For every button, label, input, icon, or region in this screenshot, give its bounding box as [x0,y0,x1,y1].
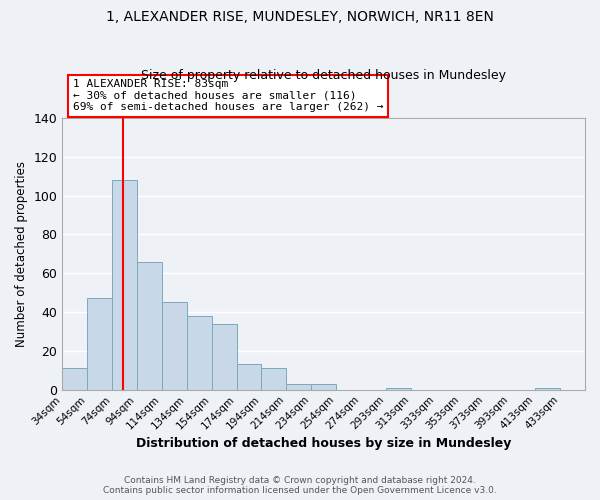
Bar [212,324,236,390]
Bar [162,302,187,390]
Bar [62,368,87,390]
X-axis label: Distribution of detached houses by size in Mundesley: Distribution of detached houses by size … [136,437,511,450]
Text: Contains HM Land Registry data © Crown copyright and database right 2024.
Contai: Contains HM Land Registry data © Crown c… [103,476,497,495]
Bar [87,298,112,390]
Bar [236,364,262,390]
Title: Size of property relative to detached houses in Mundesley: Size of property relative to detached ho… [141,69,506,82]
Bar [311,384,336,390]
Bar [386,388,411,390]
Bar [137,262,162,390]
Bar [286,384,311,390]
Bar [535,388,560,390]
Text: 1 ALEXANDER RISE: 83sqm
← 30% of detached houses are smaller (116)
69% of semi-d: 1 ALEXANDER RISE: 83sqm ← 30% of detache… [73,80,383,112]
Bar [187,316,212,390]
Y-axis label: Number of detached properties: Number of detached properties [15,161,28,347]
Text: 1, ALEXANDER RISE, MUNDESLEY, NORWICH, NR11 8EN: 1, ALEXANDER RISE, MUNDESLEY, NORWICH, N… [106,10,494,24]
Bar [262,368,286,390]
Bar [112,180,137,390]
